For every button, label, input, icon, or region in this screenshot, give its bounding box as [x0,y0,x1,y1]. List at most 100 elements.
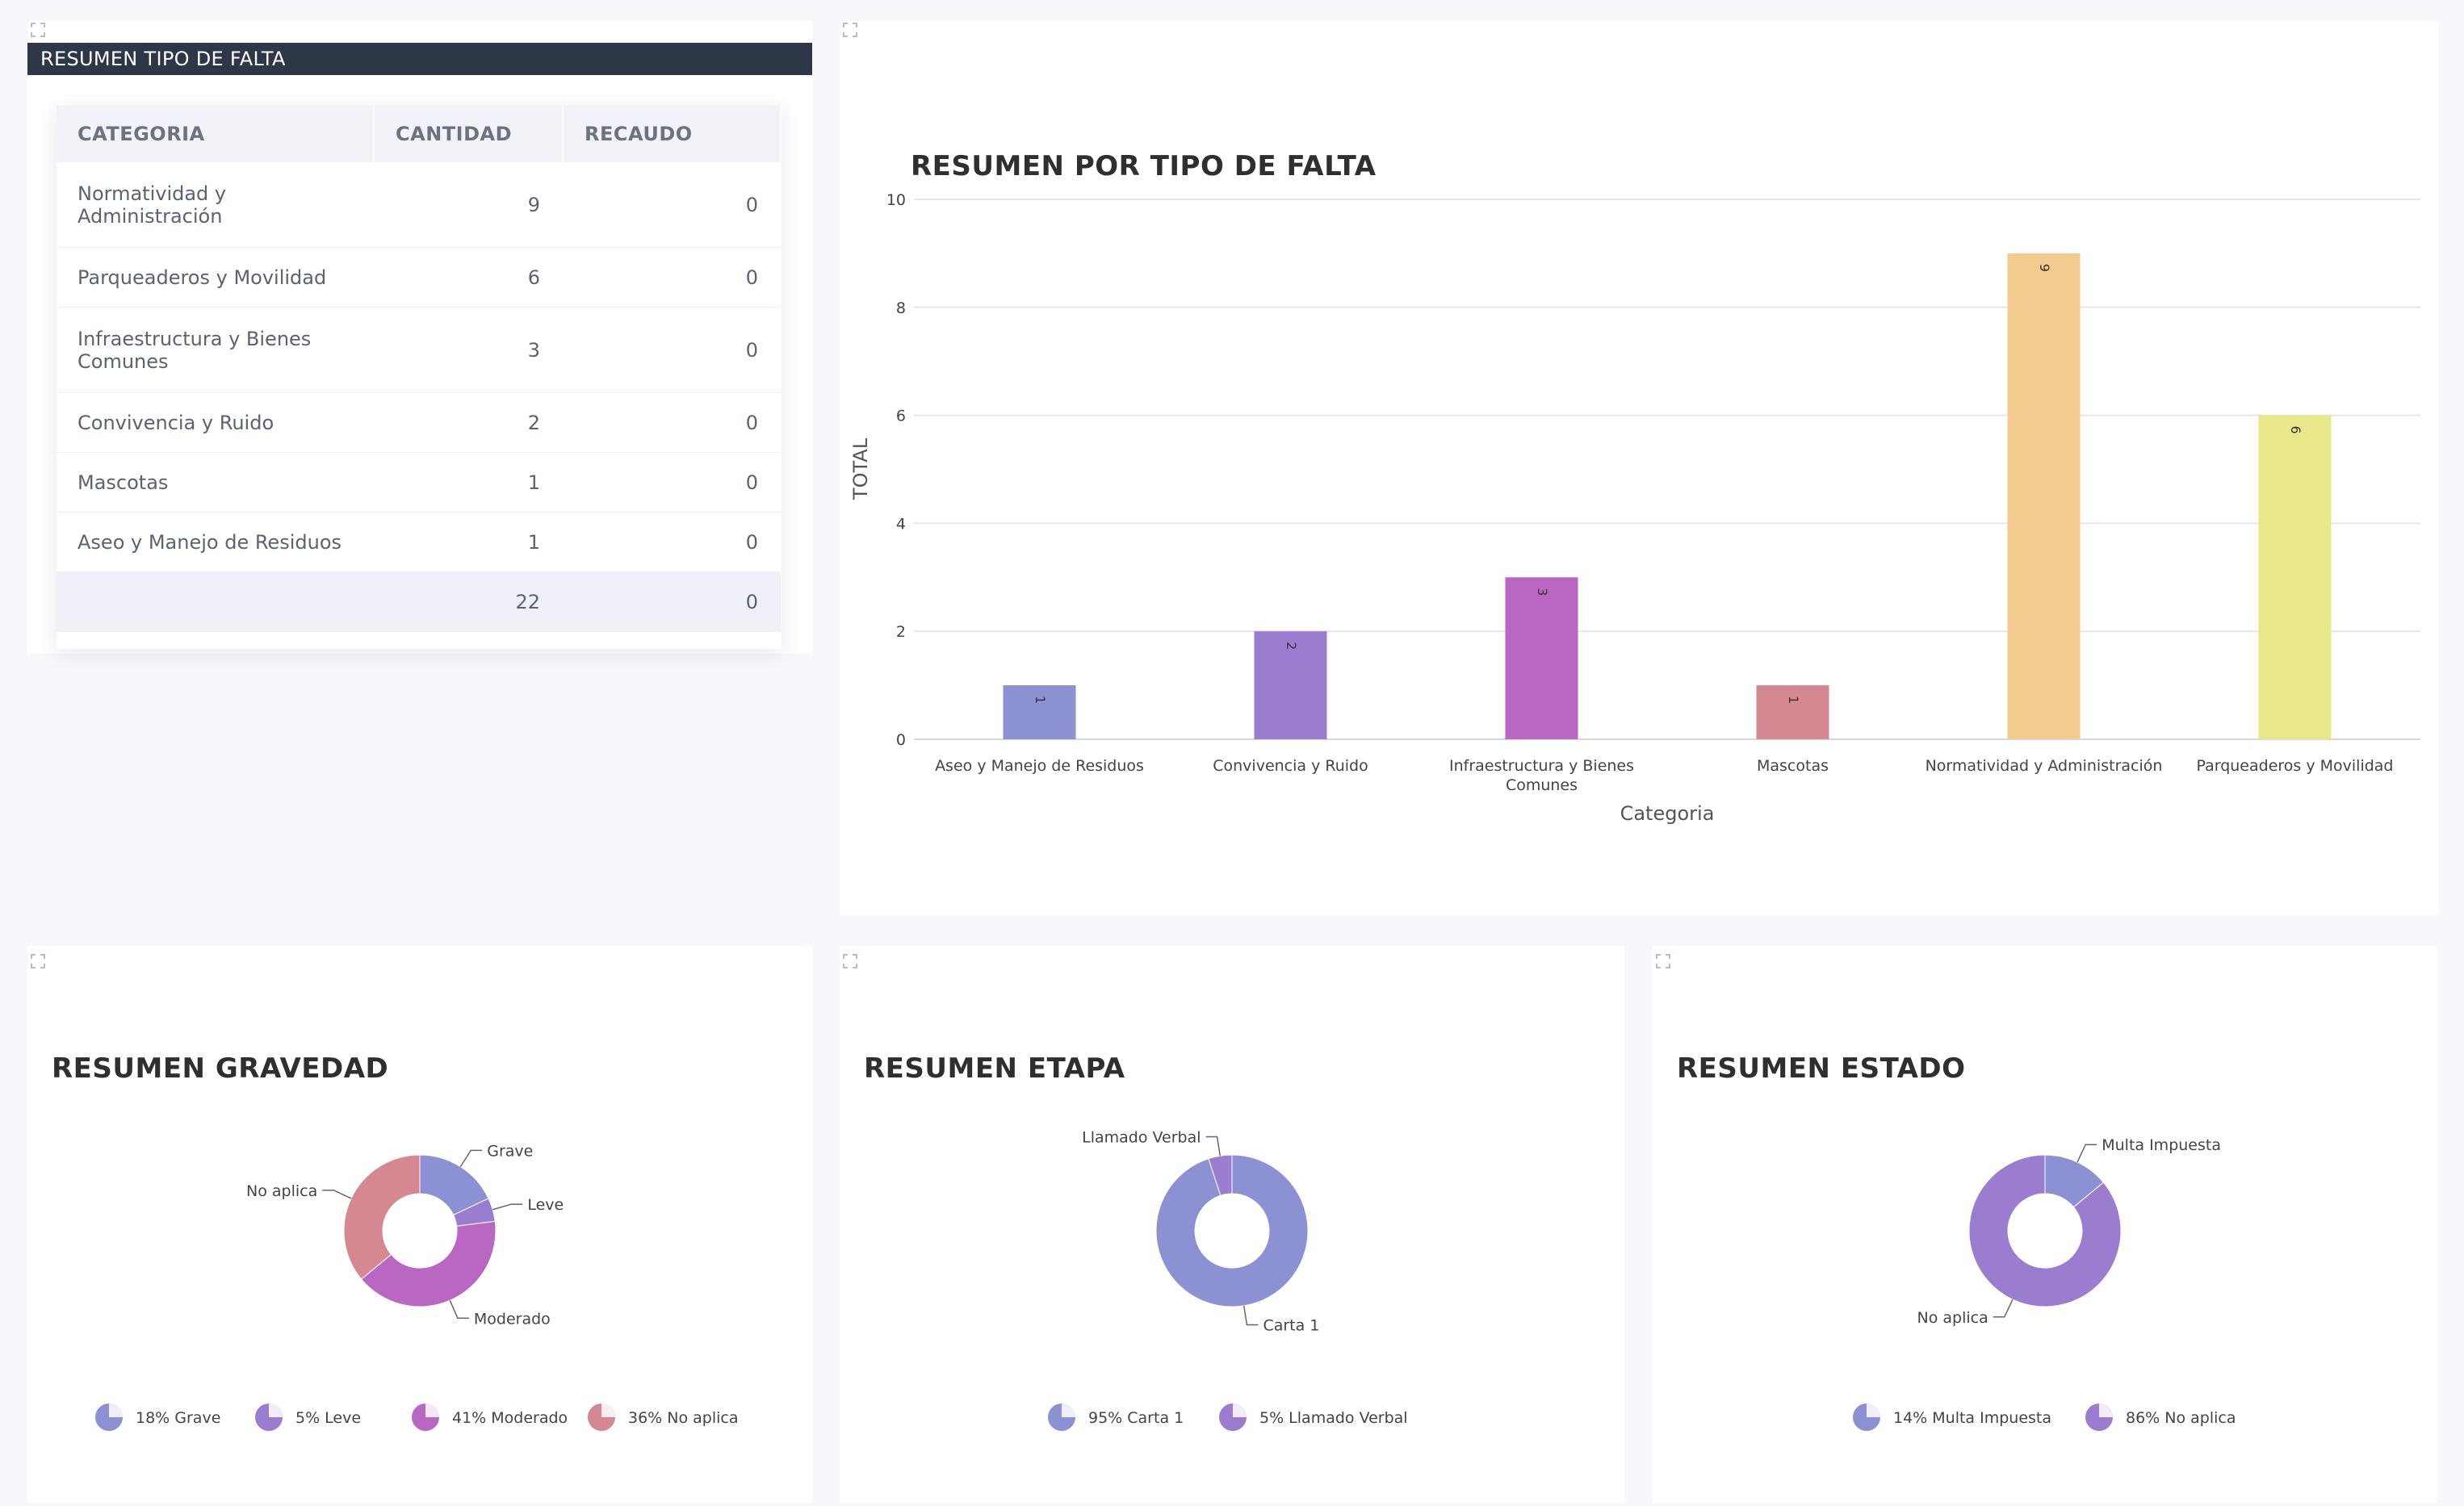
bar-data-label: 1 [1033,696,1048,704]
leader-line [2076,1144,2097,1163]
table-row: Parqueaderos y Movilidad 6 0 [57,247,781,307]
bar-data-label: 1 [1786,696,1801,704]
etapa-chart-panel: RESUMEN ETAPA Carta 1 Llamado Verbal 95% C… [840,946,1624,1503]
leader-line [1205,1136,1222,1157]
donut-slice [360,1220,497,1307]
x-tick-label: Aseo y Manejo de Residuos [935,757,1144,775]
expand-icon[interactable] [843,23,857,37]
cell-categoria: Convivencia y Ruido [57,392,374,453]
y-tick-label: 6 [896,408,906,425]
legend-item: 5% Llamado Verbal [1219,1404,1408,1431]
cell-total-cantidad: 22 [374,571,563,632]
legend-label: 86% No aplica [2126,1409,2236,1427]
table-row: Mascotas 1 0 [57,452,781,512]
donut-slice [1968,1154,2122,1307]
cell-categoria: Aseo y Manejo de Residuos [57,512,374,572]
legend-item: 36% No aplica [588,1404,739,1431]
bar [2007,253,2081,739]
chart-title: RESUMEN ETAPA [864,1052,1125,1085]
gravedad-donut-chart: Grave Leve Moderado No aplica 18% Grave 5% Le… [95,1142,739,1431]
donut-slice [343,1154,421,1280]
cell-recaudo: 0 [563,162,781,248]
slice-label: Leve [527,1196,564,1214]
cell-categoria: Infraestructura y Bienes Comunes [57,307,374,393]
bar-data-label: 3 [1535,588,1550,596]
estado-chart-panel: RESUMEN ESTADO Multa Impuesta No aplica 14… [1653,946,2437,1503]
column-header-categoria[interactable]: CATEGORIA [57,106,375,162]
slice-label: No aplica [246,1182,317,1200]
donut-slice [1155,1154,1309,1307]
leader-line [449,1299,469,1320]
cell-cantidad: 9 [374,162,563,248]
estado-donut-chart: Multa Impuesta No aplica 14% Multa Impuest… [1853,1136,2236,1431]
chart-title: RESUMEN GRAVEDAD [52,1052,389,1085]
bar [1756,685,1829,739]
column-header-recaudo[interactable]: RECAUDO [563,106,782,162]
bar [2258,415,2332,739]
chart-title: RESUMEN ESTADO [1677,1052,1966,1085]
cell-cantidad: 2 [374,392,563,453]
bar [1254,631,1327,739]
table-header-row: CATEGORIA CANTIDAD RECAUDO [57,106,782,162]
leader-line [459,1149,483,1168]
bar [1003,685,1076,739]
table-total-row: 22 0 [57,571,781,632]
cell-categoria: Mascotas [57,452,374,512]
cell-recaudo: 0 [563,307,781,393]
pie-slice-icon-cutout [2099,1404,2113,1417]
pie-slice-icon-cutout [1867,1404,1880,1417]
legend-item: 95% Carta 1 [1048,1404,1184,1431]
slice-label: Llamado Verbal [1082,1128,1201,1146]
leader-line [322,1190,352,1199]
cell-cantidad: 1 [374,452,563,512]
cell-recaudo: 0 [563,512,781,572]
slice-label: No aplica [1917,1309,1988,1327]
y-tick-label: 10 [886,191,906,209]
legend-label: 36% No aplica [628,1409,739,1427]
y-tick-label: 2 [896,623,906,641]
column-header-cantidad[interactable]: CANTIDAD [374,106,564,162]
cell-cantidad: 6 [374,247,563,307]
gravedad-chart-panel: RESUMEN GRAVEDAD Grave Leve Moderado No apl… [27,946,812,1503]
expand-icon[interactable] [31,954,45,968]
slice-label: Moderado [474,1310,551,1328]
cell-categoria: Parqueaderos y Movilidad [57,247,374,307]
leader-line [1242,1305,1259,1326]
x-tick-label: Mascotas [1757,757,1829,775]
legend-label: 18% Grave [136,1409,220,1427]
summary-table: CATEGORIA CANTIDAD RECAUDO Normatividad … [57,106,782,632]
cell-total-recaudo: 0 [563,571,781,632]
pie-slice-icon-cutout [109,1404,123,1417]
cell-recaudo: 0 [563,452,781,512]
x-tick-label: Parqueaderos y Movilidad [2196,757,2393,775]
bar-chart: 0 2 4 6 8 10 1 Aseo y Manejo de Residuos 2 Conviv… [849,191,2420,825]
legend-label: 14% Multa Impuesta [1893,1409,2051,1427]
pie-slice-icon-cutout [1062,1404,1075,1417]
y-tick-label: 4 [896,515,906,533]
x-tick-label: Normatividad y Administración [1926,757,2163,775]
expand-icon[interactable] [31,23,45,37]
table-row: Infraestructura y Bienes Comunes 3 0 [57,307,781,393]
bar [1505,577,1578,739]
bar-data-label: 9 [2037,264,2052,272]
cell-total-label [57,571,374,632]
x-axis-title: Categoria [1620,802,1715,825]
pie-slice-icon-cutout [1233,1404,1247,1417]
pie-slice-icon-cutout [269,1404,283,1417]
legend-item: 5% Leve [255,1404,361,1431]
legend-label: 5% Llamado Verbal [1259,1409,1408,1427]
legend-label: 95% Carta 1 [1088,1409,1184,1427]
bar-data-label: 6 [2288,426,2303,434]
expand-icon[interactable] [1656,954,1670,968]
leader-line [1993,1299,2014,1318]
legend-label: 41% Moderado [452,1409,568,1427]
y-tick-label: 0 [896,731,906,749]
table-row: Aseo y Manejo de Residuos 1 0 [57,512,781,572]
expand-icon[interactable] [843,954,857,968]
slice-label: Carta 1 [1263,1317,1319,1335]
chart-title: RESUMEN POR TIPO DE FALTA [911,150,1377,182]
x-tick-label: Convivencia y Ruido [1213,757,1368,775]
summary-table-card: CATEGORIA CANTIDAD RECAUDO Normatividad … [57,106,782,649]
slice-label: Grave [487,1142,533,1160]
panel-header: RESUMEN TIPO DE FALTA [27,43,812,75]
